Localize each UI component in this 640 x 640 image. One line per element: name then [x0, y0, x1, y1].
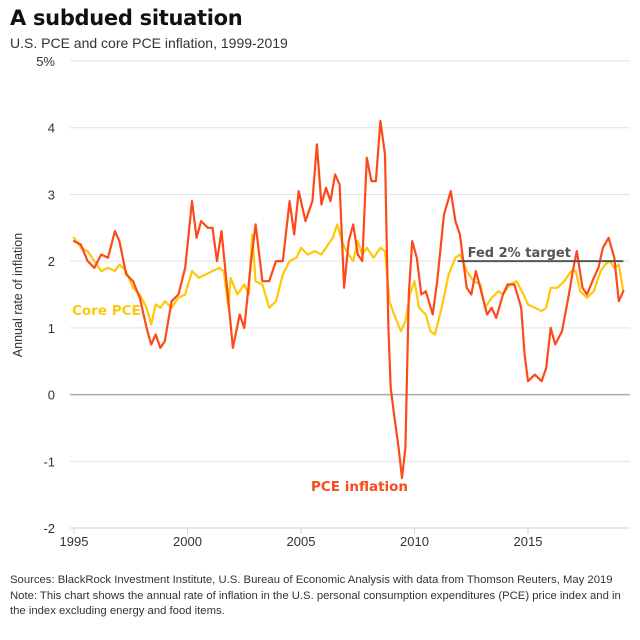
y-tick-label: -2 — [43, 521, 55, 536]
fed-target: Fed 2% target — [457, 246, 624, 263]
y-axis-ticks: -2 -1 0 1 2 3 4 5% — [36, 54, 55, 536]
fed-target-label: Fed 2% target — [468, 246, 571, 261]
x-tick-label: 2000 — [173, 534, 202, 549]
sources-text: Sources: BlackRock Investment Institute,… — [10, 574, 613, 586]
series-lines — [72, 119, 625, 480]
y-tick-label: 0 — [48, 388, 55, 403]
y-tick-label: 5% — [36, 54, 55, 69]
chart-subtitle: U.S. PCE and core PCE inflation, 1999-20… — [10, 35, 288, 51]
inflation-line-chart: -2 -1 0 1 2 3 4 5% 1995 2000 2005 2010 2015 Fed 2% … — [11, 54, 630, 549]
pce-inflation-line — [72, 119, 625, 480]
y-tick-label: 1 — [48, 321, 55, 336]
footnote: Sources: BlackRock Investment Institute,… — [10, 573, 635, 620]
x-tick-label: 2010 — [400, 534, 429, 549]
y-tick-label: 4 — [48, 121, 55, 136]
core-pce-label: Core PCE — [72, 303, 141, 319]
note-text: Note: This chart shows the annual rate o… — [10, 589, 621, 618]
pce-inflation-label: PCE inflation — [311, 479, 408, 495]
x-axis: 1995 2000 2005 2010 2015 — [60, 527, 630, 549]
y-tick-label: 2 — [48, 254, 55, 269]
x-tick-label: 2015 — [514, 534, 543, 549]
chart-title: A subdued situation — [10, 6, 243, 30]
y-tick-label: 3 — [48, 187, 55, 202]
y-tick-label: -1 — [43, 454, 55, 469]
x-tick-label: 2005 — [287, 534, 316, 549]
x-tick-label: 1995 — [60, 534, 89, 549]
y-axis-title: Annual rate of inflation — [11, 233, 25, 357]
